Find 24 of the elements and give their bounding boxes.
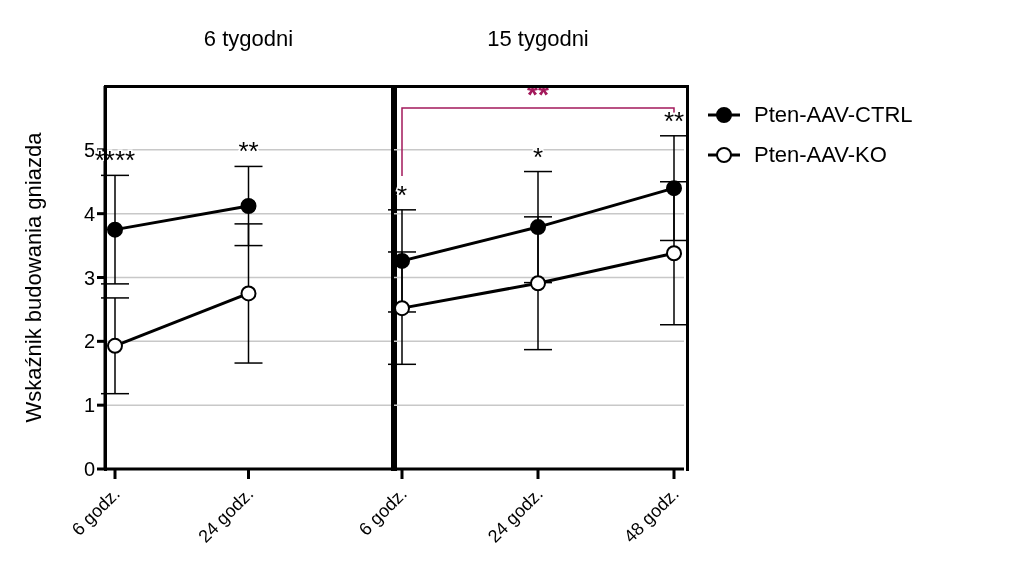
y-tick-label: 1 xyxy=(83,394,95,417)
y-tick-label: 2 xyxy=(83,330,95,353)
y-tick-label: 4 xyxy=(83,202,95,225)
chart-title: 6 tygodni xyxy=(202,26,295,52)
chart-title: 15 tygodni xyxy=(486,26,590,52)
y-tick-label: 3 xyxy=(83,266,95,289)
point xyxy=(530,219,546,236)
point xyxy=(666,180,682,197)
y-tick-label: 0 xyxy=(83,458,95,481)
legend-label: Pten-AAV-KO xyxy=(754,142,887,168)
point xyxy=(240,198,257,215)
point xyxy=(240,285,257,302)
annotation: ** xyxy=(663,105,685,136)
point xyxy=(394,300,410,317)
y-axis-title: Wskaźnik budowania gniazda xyxy=(20,131,46,423)
annotation: * xyxy=(396,179,408,210)
point xyxy=(530,275,546,292)
point xyxy=(666,245,682,262)
annotation: * xyxy=(532,141,544,172)
point xyxy=(107,221,123,238)
point xyxy=(107,337,123,354)
y-tick-label: 5 xyxy=(83,138,95,161)
annotation: ** xyxy=(238,136,259,167)
legend-label: Pten-AAV-CTRL xyxy=(754,102,913,128)
